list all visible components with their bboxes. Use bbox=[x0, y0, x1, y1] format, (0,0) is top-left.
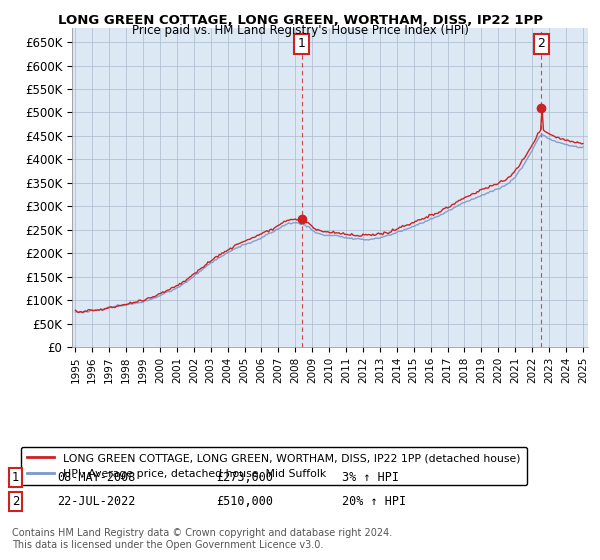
Text: 20% ↑ HPI: 20% ↑ HPI bbox=[342, 494, 406, 508]
Text: 1: 1 bbox=[298, 38, 305, 50]
Text: 2: 2 bbox=[538, 38, 545, 50]
Text: 3% ↑ HPI: 3% ↑ HPI bbox=[342, 470, 399, 484]
Text: Price paid vs. HM Land Registry's House Price Index (HPI): Price paid vs. HM Land Registry's House … bbox=[131, 24, 469, 37]
Text: £273,000: £273,000 bbox=[216, 470, 273, 484]
Text: £510,000: £510,000 bbox=[216, 494, 273, 508]
Legend: LONG GREEN COTTAGE, LONG GREEN, WORTHAM, DISS, IP22 1PP (detached house), HPI: A: LONG GREEN COTTAGE, LONG GREEN, WORTHAM,… bbox=[20, 447, 527, 485]
Text: 2: 2 bbox=[12, 494, 19, 508]
Text: 1: 1 bbox=[12, 470, 19, 484]
Text: Contains HM Land Registry data © Crown copyright and database right 2024.
This d: Contains HM Land Registry data © Crown c… bbox=[12, 528, 392, 550]
Text: LONG GREEN COTTAGE, LONG GREEN, WORTHAM, DISS, IP22 1PP: LONG GREEN COTTAGE, LONG GREEN, WORTHAM,… bbox=[58, 14, 542, 27]
Text: 08-MAY-2008: 08-MAY-2008 bbox=[57, 470, 136, 484]
Text: 22-JUL-2022: 22-JUL-2022 bbox=[57, 494, 136, 508]
